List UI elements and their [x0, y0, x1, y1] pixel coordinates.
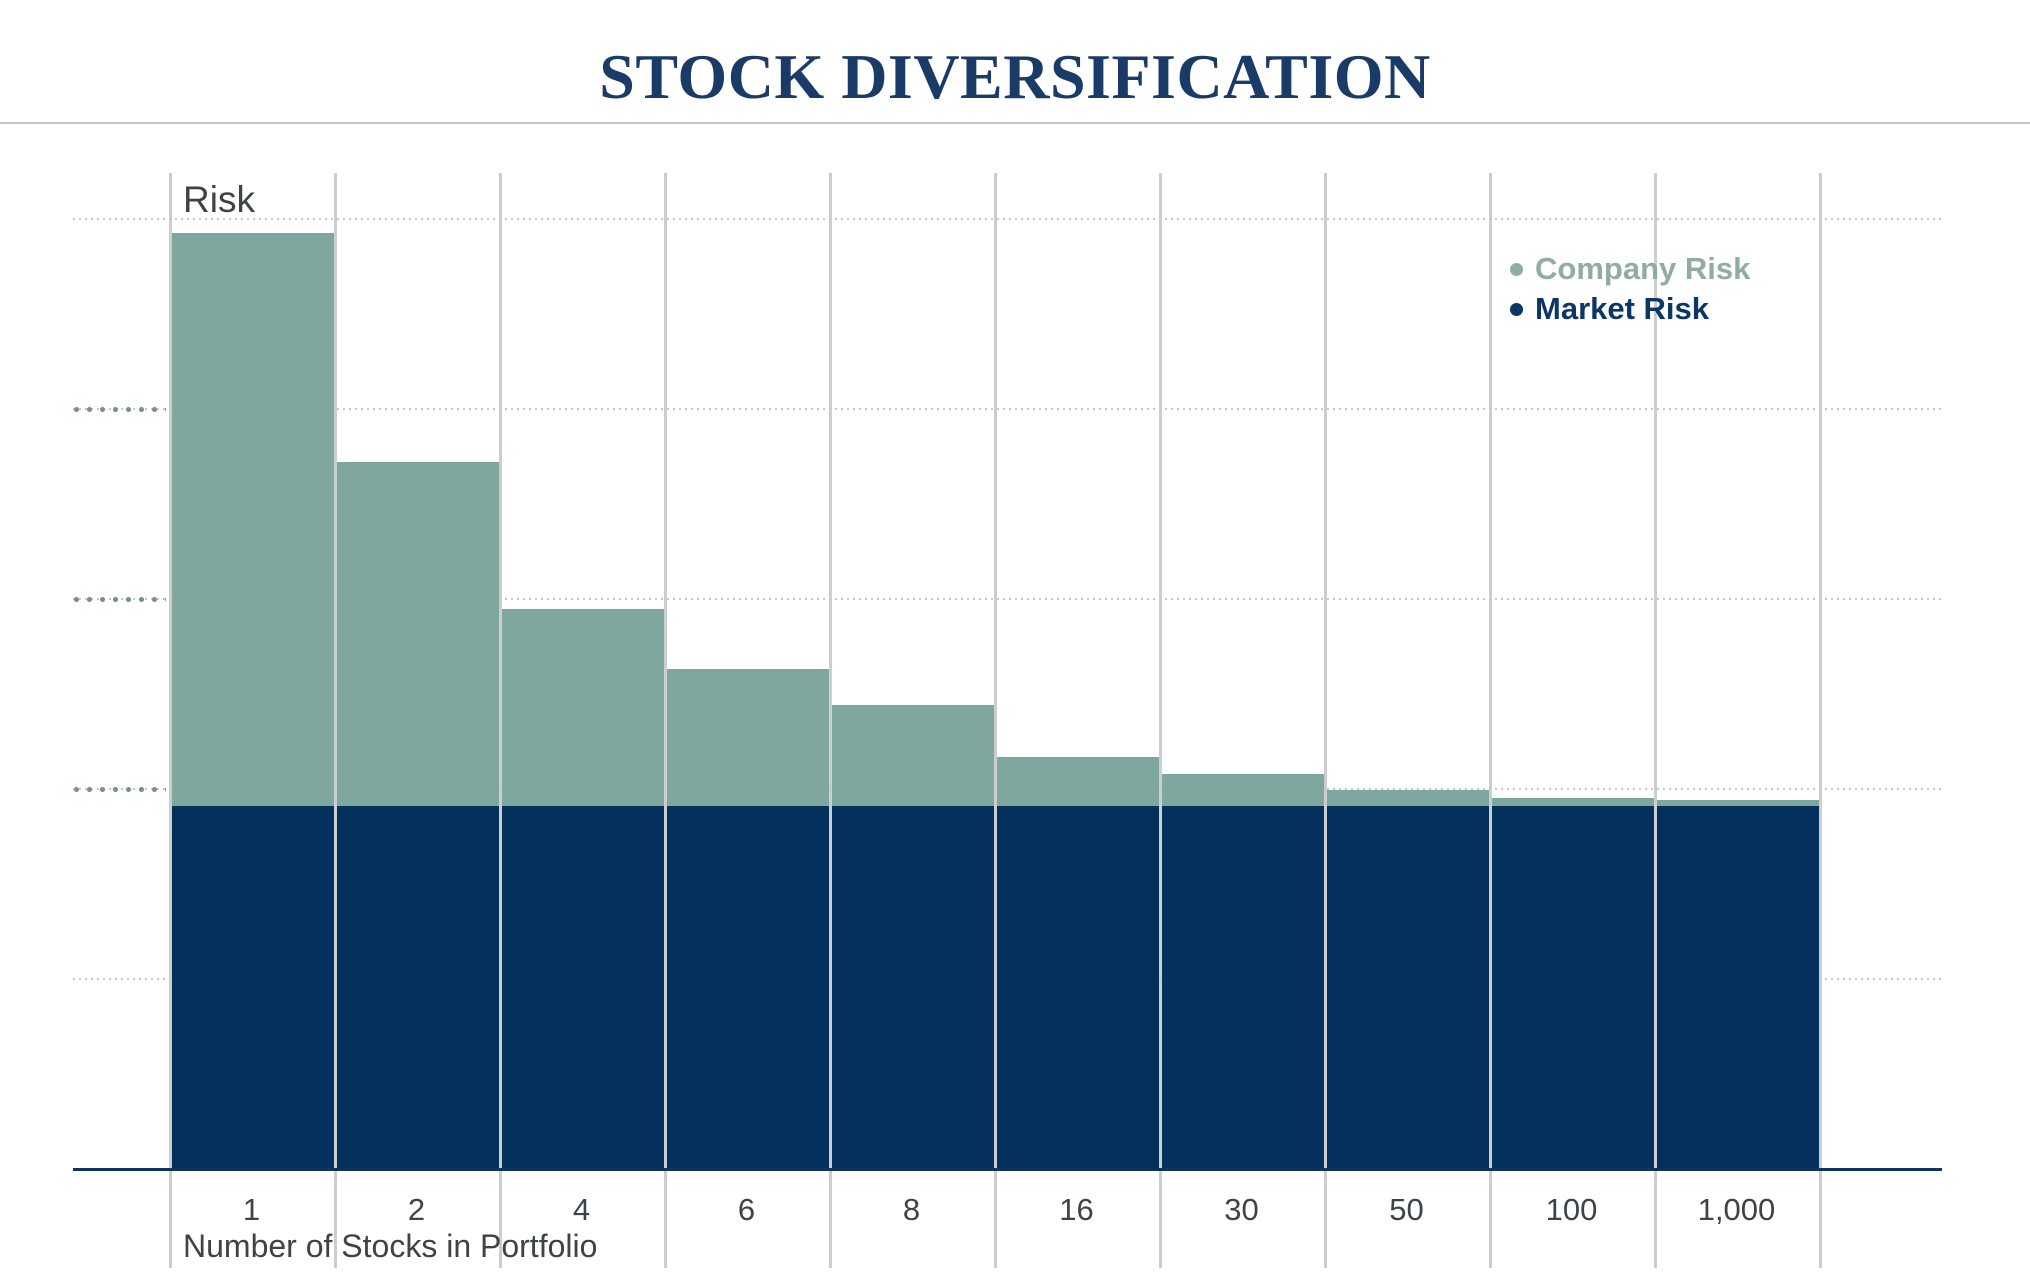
x-tick-label: 8 [902, 1192, 921, 1227]
vertical-gridline [664, 173, 667, 1268]
bar-market-risk [337, 806, 499, 1168]
bar-market-risk [997, 806, 1159, 1168]
x-axis-title: Number of Stocks in Portfolio [183, 1228, 598, 1264]
vertical-gridline [1159, 173, 1162, 1268]
axis-tick-dots [73, 785, 166, 793]
legend-label-market-risk: Market Risk [1535, 291, 1710, 326]
vertical-gridline [1489, 173, 1492, 1268]
legend-bullet-market-risk-icon [1510, 302, 1523, 316]
legend-bullet-company-risk-icon [1510, 262, 1523, 276]
bar-company-risk [667, 669, 829, 806]
bar-company-risk [832, 705, 994, 806]
bar-market-risk [172, 806, 334, 1168]
dotted-gridline [73, 407, 1945, 410]
vertical-gridline [829, 173, 832, 1268]
bar-company-risk [1327, 790, 1489, 806]
y-axis-label: Risk [183, 179, 255, 220]
axis-tick-dots [73, 595, 166, 603]
vertical-gridline [334, 173, 337, 1268]
x-tick-label: 1 [242, 1192, 261, 1227]
bar-company-risk [1492, 798, 1654, 806]
bar-market-risk [1327, 806, 1489, 1168]
bar-company-risk [1657, 800, 1819, 806]
bar-market-risk [667, 806, 829, 1168]
bar-company-risk [502, 609, 664, 806]
vertical-gridline [994, 173, 997, 1268]
vertical-gridline [1819, 173, 1822, 1268]
x-tick-label: 30 [1224, 1192, 1259, 1227]
legend-item-market-risk: Market Risk [1510, 289, 1750, 329]
bar-company-risk [1162, 774, 1324, 806]
legend: Company Risk Market Risk [1510, 249, 1750, 329]
x-tick-label: 6 [737, 1192, 756, 1227]
title-separator [0, 122, 2030, 124]
bar-company-risk [172, 233, 334, 806]
page-title: STOCK DIVERSIFICATION [599, 40, 1431, 112]
bar-market-risk [1162, 806, 1324, 1168]
bar-market-risk [1492, 806, 1654, 1168]
legend-label-company-risk: Company Risk [1535, 251, 1751, 286]
vertical-gridline [499, 173, 502, 1268]
x-tick-label: 50 [1389, 1192, 1424, 1227]
vertical-gridline [1654, 173, 1657, 1268]
vertical-gridline [169, 173, 172, 1268]
x-tick-label: 1,000 [1697, 1192, 1776, 1227]
x-tick-label: 4 [572, 1192, 591, 1227]
bar-market-risk [1657, 806, 1819, 1168]
dotted-gridline [73, 597, 1945, 600]
dotted-gridline [73, 217, 1945, 220]
bar-market-risk [502, 806, 664, 1168]
x-tick-label: 2 [407, 1192, 426, 1227]
x-axis-line [73, 1168, 1942, 1171]
bar-company-risk [337, 462, 499, 806]
x-tick-label: 100 [1545, 1192, 1598, 1227]
legend-item-company-risk: Company Risk [1510, 249, 1750, 289]
vertical-gridline [1324, 173, 1327, 1268]
bar-market-risk [832, 806, 994, 1168]
x-tick-label: 16 [1059, 1192, 1094, 1227]
axis-tick-dots [73, 405, 166, 413]
bar-company-risk [997, 757, 1159, 806]
